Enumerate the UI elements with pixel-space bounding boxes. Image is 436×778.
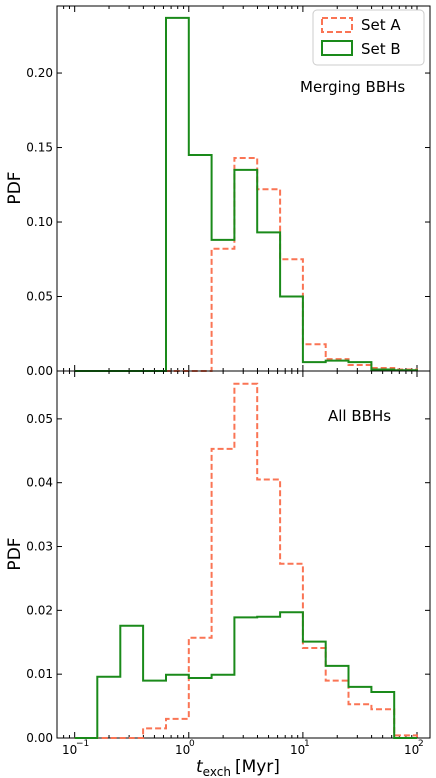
x-ticks-bottom — [56, 371, 418, 738]
series-set-b — [74, 611, 417, 739]
svg-text:10: 10 — [404, 743, 419, 757]
y-ticks-top: 0.00 0.05 0.10 0.15 0.20 — [26, 66, 430, 378]
y-tick-label: 0.04 — [26, 476, 53, 490]
y-tick-label: 0.10 — [26, 215, 53, 229]
y-tick-label: 0.03 — [26, 540, 53, 554]
svg-text:10: 10 — [62, 743, 77, 757]
x-tick-label-1: 10 0 — [175, 739, 195, 757]
y-tick-label: 0.00 — [26, 364, 53, 378]
legend-swatch-set-b — [321, 40, 353, 56]
panel-all-bbhs: 0.000.010.020.030.040.05 PDF All BBHs 10… — [5, 370, 431, 778]
axes-frame-bottom — [56, 370, 431, 739]
x-axis-label: texch [Myr] — [196, 757, 280, 778]
svg-text:10: 10 — [175, 743, 190, 757]
panel-merging-bbhs: 0.00 0.05 0.10 0.15 0.20 PDF Merging BBHs Se… — [5, 5, 431, 378]
x-tick-label-10: 10 1 — [290, 739, 310, 757]
series-set-b — [74, 16, 418, 372]
y-tick-label: 0.20 — [26, 66, 53, 80]
legend-box — [312, 9, 425, 66]
y-tick-label: 0.05 — [26, 290, 53, 304]
series-set-a — [74, 382, 418, 739]
y-ticks-bottom: 0.00 0.01 0.02 0.03 0.04 0.05 — [26, 412, 430, 745]
series-top — [74, 16, 418, 372]
annotation-merging-bbhs: Merging BBHs — [300, 78, 405, 96]
svg-text:2: 2 — [418, 739, 424, 749]
y-tick-label: 0.00 — [26, 731, 53, 745]
y-tick-label: 0.02 — [26, 603, 53, 617]
legend: Set A Set B — [312, 9, 425, 66]
y-tick-label: 0.01 — [26, 667, 53, 681]
legend-label-set-b: Set B — [361, 40, 401, 58]
y-tick-label: 0.15 — [26, 141, 53, 155]
y-tick-label: 0.05 — [26, 412, 53, 426]
svg-text:0: 0 — [189, 739, 195, 749]
y-axis-label-top: PDF — [5, 171, 25, 204]
series-set-a — [74, 157, 418, 372]
y-axis-label-bottom: PDF — [5, 537, 25, 570]
x-tick-label-100: 10 2 — [404, 739, 424, 757]
series-bottom — [74, 382, 418, 739]
x-tick-label-0.1: 10 −1 — [62, 739, 89, 757]
legend-label-set-a: Set A — [361, 16, 401, 34]
legend-swatch-set-a — [321, 17, 353, 33]
svg-text:−1: −1 — [76, 739, 89, 749]
svg-text:10: 10 — [290, 743, 305, 757]
svg-text:1: 1 — [304, 739, 310, 749]
annotation-all-bbhs: All BBHs — [328, 407, 391, 425]
